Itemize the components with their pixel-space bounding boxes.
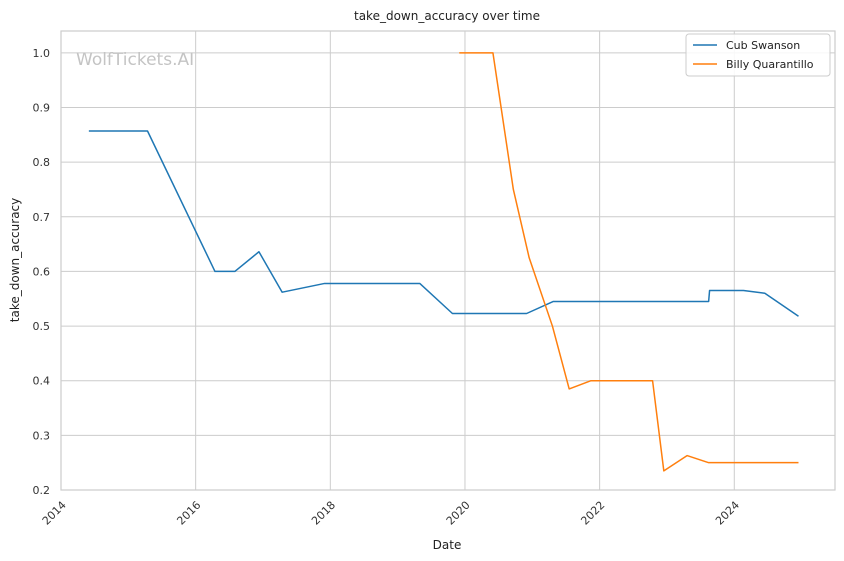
legend: Cub Swanson Billy Quarantillo <box>685 33 831 77</box>
y-tick-label: 0.9 <box>33 102 51 115</box>
y-tick-label: 0.4 <box>33 375 51 388</box>
legend-label: Cub Swanson <box>726 39 800 52</box>
legend-box <box>685 33 831 77</box>
chart-title: take_down_accuracy over time <box>354 9 540 23</box>
x-axis-label: Date <box>433 538 462 552</box>
plot-border <box>60 30 836 491</box>
y-tick-label: 0.5 <box>33 320 51 333</box>
y-axis-ticks: 0.2 0.3 0.4 0.5 0.6 0.7 0.8 0.9 1.0 <box>33 47 51 497</box>
series-lines <box>88 52 799 472</box>
grid-lines <box>60 31 835 491</box>
plot-frame <box>60 30 836 491</box>
y-tick-label: 0.6 <box>33 265 51 278</box>
watermark-text: WolfTickets.AI <box>76 50 194 70</box>
series-line <box>459 52 799 472</box>
series-line <box>88 130 799 317</box>
y-axis-label: take_down_accuracy <box>8 198 22 322</box>
y-tick-label: 0.8 <box>33 156 51 169</box>
y-tick-label: 0.2 <box>33 484 51 497</box>
y-tick-label: 0.3 <box>33 429 51 442</box>
plot-area: WolfTickets.AI <box>60 30 836 491</box>
y-tick-label: 0.7 <box>33 211 51 224</box>
legend-label: Billy Quarantillo <box>726 58 814 71</box>
y-tick-label: 1.0 <box>33 47 51 60</box>
